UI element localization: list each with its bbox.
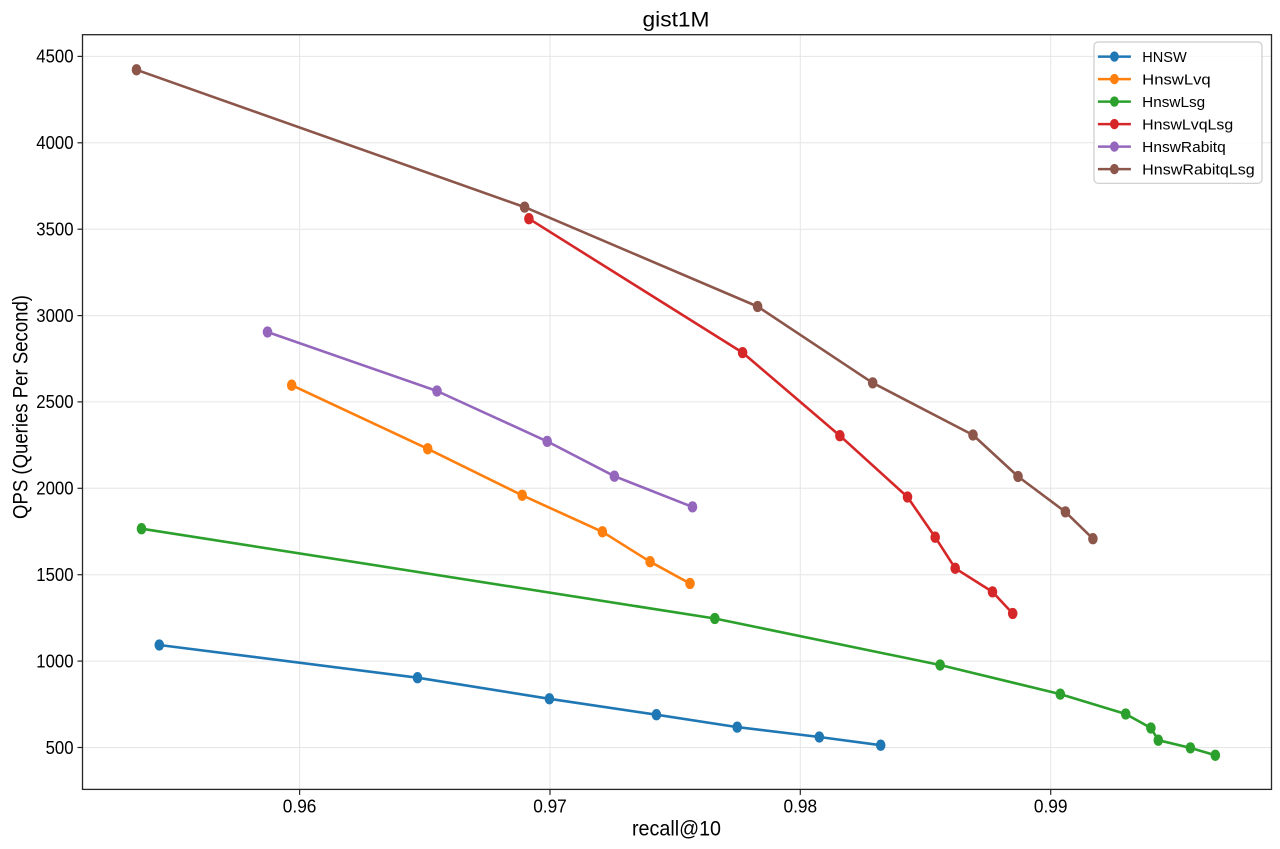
- svg-text:2000: 2000: [36, 478, 73, 499]
- svg-text:recall@10: recall@10: [632, 817, 721, 841]
- svg-text:4000: 4000: [36, 132, 73, 153]
- svg-text:500: 500: [46, 737, 74, 758]
- svg-text:4500: 4500: [36, 46, 73, 67]
- svg-text:2500: 2500: [36, 391, 73, 412]
- svg-text:1500: 1500: [36, 564, 73, 585]
- svg-text:3000: 3000: [36, 305, 73, 326]
- svg-text:0.98: 0.98: [784, 795, 818, 816]
- svg-text:0.97: 0.97: [533, 795, 567, 816]
- svg-text:3500: 3500: [36, 219, 73, 240]
- svg-text:1000: 1000: [36, 650, 73, 671]
- svg-text:HNSW: HNSW: [1142, 49, 1187, 66]
- svg-text:HnswRabitq: HnswRabitq: [1142, 139, 1226, 156]
- svg-text:QPS (Queries Per Second): QPS (Queries Per Second): [10, 295, 33, 519]
- svg-text:HnswLsg: HnswLsg: [1142, 94, 1205, 111]
- svg-text:0.99: 0.99: [1034, 795, 1068, 816]
- svg-text:gist1M: gist1M: [643, 8, 710, 32]
- svg-text:HnswLvqLsg: HnswLvqLsg: [1142, 116, 1233, 133]
- svg-text:HnswLvq: HnswLvq: [1142, 71, 1211, 88]
- svg-text:HnswRabitqLsg: HnswRabitqLsg: [1142, 161, 1255, 178]
- svg-text:0.96: 0.96: [283, 795, 317, 816]
